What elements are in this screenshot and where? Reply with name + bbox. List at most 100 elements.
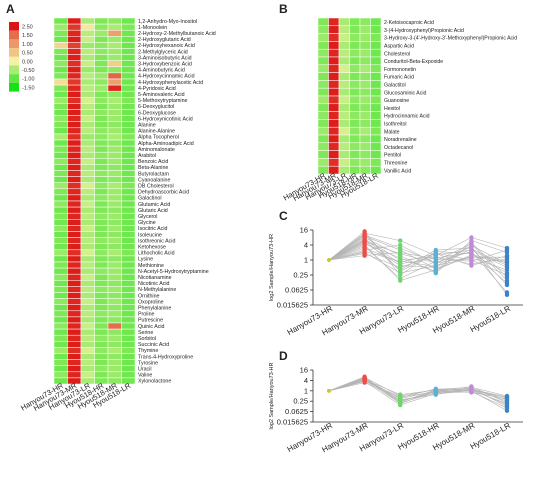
heatmap-cell — [94, 334, 109, 342]
heatmap-cell — [53, 188, 68, 196]
heatmap-cell — [80, 322, 95, 330]
heatmap-cell — [53, 97, 68, 104]
heatmap-cell — [121, 17, 136, 25]
heatmap-cell — [338, 48, 350, 58]
data-point — [398, 251, 403, 256]
colorbar-tick: 0.00 — [22, 59, 33, 65]
heatmap-cell — [67, 194, 82, 202]
heatmap-cell — [94, 48, 109, 55]
heatmap-cell — [121, 182, 136, 190]
heatmap-cell — [94, 212, 109, 220]
heatmap-cell — [370, 165, 382, 175]
heatmap-cell — [80, 273, 95, 281]
heatmap-cell — [370, 33, 382, 42]
heatmap-cell — [80, 133, 95, 141]
heatmap-cell — [338, 103, 350, 112]
panel-label-b: B — [279, 2, 288, 16]
heatmap-row-label: Tyrosine — [138, 360, 158, 366]
heatmap-cell — [80, 176, 95, 183]
y-tick-label: 4 — [304, 241, 308, 250]
heatmap-cell — [94, 298, 109, 305]
heatmap-cell — [107, 310, 122, 318]
heatmap-cell — [349, 126, 361, 136]
y-tick-label: 0.25 — [293, 397, 308, 406]
y-axis-label: log2 Sample/Hanyou73-HR — [269, 363, 275, 430]
heatmap-cell — [349, 158, 361, 167]
heatmap-row-label: Phenylalanine — [138, 305, 171, 311]
heatmap-a: 1,2-Anhydro-Myo-Inositol1-Monoolein2-Hyd… — [19, 17, 216, 413]
heatmap-cell — [107, 292, 122, 299]
heatmap-cell — [121, 286, 136, 293]
heatmap-row-label: Alanine — [138, 122, 156, 128]
colorbar-swatch — [9, 39, 19, 49]
heatmap-cell — [107, 182, 122, 190]
heatmap-cell — [80, 310, 95, 318]
heatmap-cell — [94, 176, 109, 183]
heatmap-cell — [349, 41, 361, 50]
heatmap-cell — [121, 206, 136, 214]
heatmap-cell — [359, 80, 371, 89]
heatmap-cell — [67, 359, 82, 366]
heatmap-cell — [349, 80, 361, 89]
heatmap-cell — [121, 322, 136, 330]
heatmap-row-label: Glutamic Acid — [138, 202, 170, 208]
heatmap-cell — [107, 103, 122, 110]
heatmap-row-label: Hexitol — [384, 106, 400, 112]
data-point — [433, 260, 438, 266]
heatmap-cell — [53, 200, 68, 208]
heatmap-cell — [53, 322, 68, 330]
heatmap-cell — [370, 119, 382, 128]
heatmap-cell — [67, 206, 82, 214]
heatmap-cell — [67, 42, 82, 49]
heatmap-cell — [53, 194, 68, 202]
heatmap-cell — [53, 72, 68, 80]
heatmap-cell — [121, 231, 136, 238]
heatmap-cell — [53, 280, 68, 287]
colorbar-swatch — [9, 48, 19, 57]
heatmap-cell — [328, 41, 340, 50]
heatmap-cell — [94, 231, 109, 238]
heatmap-cell — [107, 145, 122, 153]
heatmap-cell — [107, 97, 122, 104]
series-line — [328, 379, 508, 398]
heatmap-row-label: Butyrolactam — [138, 171, 169, 177]
heatmap-row-label: Pentitol — [384, 153, 401, 159]
heatmap-cell — [80, 255, 95, 263]
heatmap-cell — [94, 280, 109, 287]
heatmap-cell — [107, 127, 122, 135]
data-point — [398, 261, 403, 267]
heatmap-cell — [107, 286, 122, 293]
heatmap-cell — [121, 353, 136, 360]
heatmap-cell — [107, 365, 122, 373]
heatmap-row-label: Glucosaminic Acid — [384, 90, 426, 96]
series-line — [328, 244, 508, 281]
heatmap-cell — [359, 25, 371, 34]
heatmap-cell — [317, 33, 329, 42]
heatmap-cell — [80, 84, 95, 92]
heatmap-cell — [121, 176, 136, 183]
x-tick-label: Hyou518-LR — [469, 421, 513, 451]
heatmap-cell — [107, 42, 122, 49]
heatmap-row-label: Octadecanol — [384, 145, 413, 151]
heatmap-cell — [107, 334, 122, 342]
heatmap-cell — [121, 127, 136, 135]
heatmap-cell — [328, 33, 340, 42]
heatmap-cell — [67, 249, 82, 257]
data-point — [504, 280, 510, 286]
heatmap-cell — [370, 95, 382, 105]
heatmap-cell — [67, 109, 82, 116]
heatmap-cell — [53, 261, 68, 269]
heatmap-cell — [121, 36, 136, 43]
heatmap-cell — [94, 84, 109, 92]
heatmap-cell — [53, 341, 68, 348]
heatmap-cell — [80, 127, 95, 135]
heatmap-cell — [370, 64, 382, 73]
heatmap-cell — [94, 158, 109, 165]
heatmap-cell — [107, 121, 122, 129]
heatmap-cell — [67, 60, 82, 68]
heatmap-cell — [107, 194, 122, 202]
data-point — [398, 272, 403, 278]
heatmap-cell — [67, 365, 82, 373]
heatmap-cell — [338, 64, 350, 73]
heatmap-cell — [67, 219, 82, 226]
